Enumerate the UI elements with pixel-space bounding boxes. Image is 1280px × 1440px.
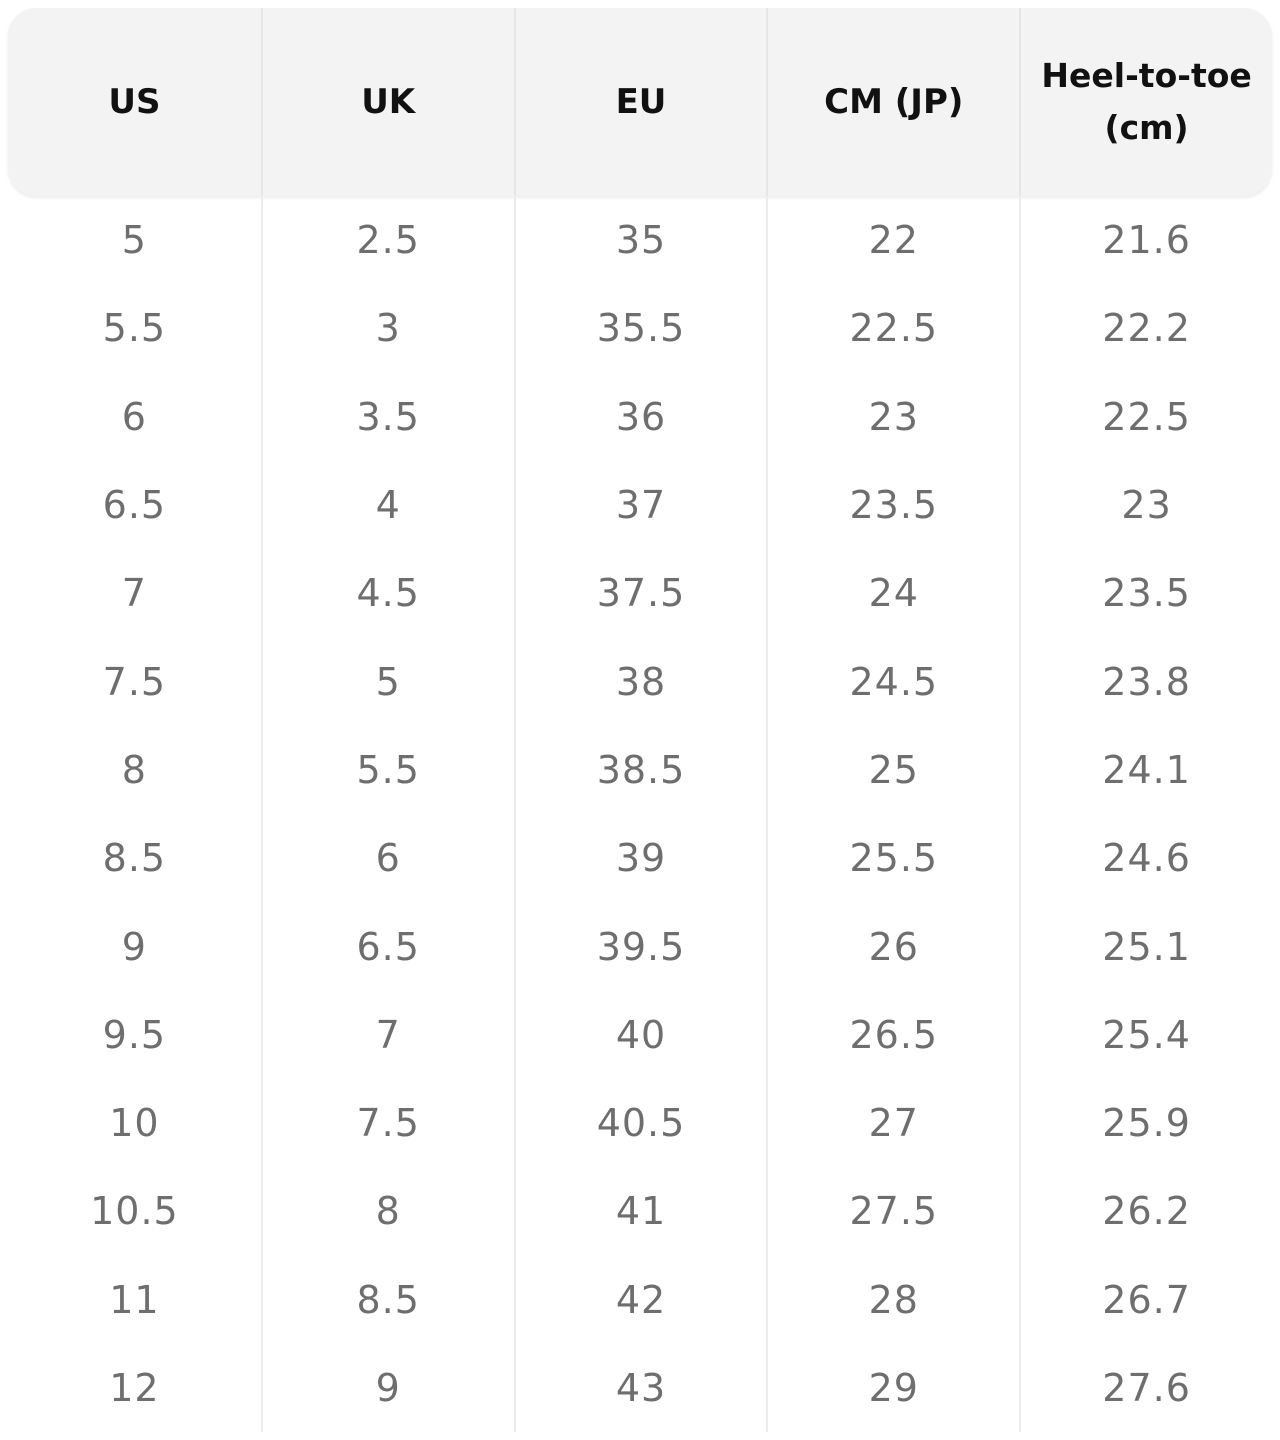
cell-uk: 4.5 — [260, 549, 514, 638]
cell-us: 5 — [121, 218, 147, 263]
cell-uk: 5 — [260, 637, 514, 726]
table-row: 12 9 43 29 27.6 — [8, 1343, 1272, 1433]
cell-cm-jp: 24 — [766, 549, 1019, 638]
table-row: 6 3.5 36 23 22.5 — [8, 372, 1272, 461]
cell-cm-jp: 26.5 — [766, 990, 1019, 1079]
cell-eu: 35 — [513, 196, 767, 285]
cell-eu: 38.5 — [513, 725, 767, 815]
cell-us: 8.5 — [102, 836, 167, 881]
cell-uk: 4 — [260, 460, 514, 550]
cell-uk: 5.5 — [260, 725, 514, 815]
cell-cm-jp: 26 — [766, 902, 1019, 991]
cell-uk: 7 — [260, 990, 514, 1079]
cell-cm-jp: 23.5 — [766, 460, 1019, 550]
table-header-row: US UK EU CM (JP) Heel-to-toe (cm) — [8, 8, 1272, 196]
cell-uk: 3 — [260, 284, 514, 373]
size-chart-table: US UK EU CM (JP) Heel-to-toe (cm) 5 2.5 35… — [8, 8, 1272, 1433]
cell-uk: 6 — [260, 814, 514, 903]
cell-eu: 41 — [513, 1167, 767, 1256]
cell-eu: 38 — [513, 637, 767, 726]
cell-eu: 37 — [513, 460, 767, 550]
cell-uk: 9 — [260, 1343, 514, 1433]
cell-eu: 43 — [513, 1343, 767, 1433]
cell-cm-jp: 28 — [766, 1255, 1019, 1344]
cell-eu: 39 — [513, 814, 767, 903]
cell-uk: 8 — [260, 1167, 514, 1256]
cell-heel-to-toe: 25.1 — [1019, 902, 1272, 991]
cell-heel-to-toe: 21.6 — [1019, 196, 1272, 285]
cell-cm-jp: 27 — [766, 1078, 1019, 1168]
table-row: 6.5 4 37 23.5 23 — [8, 460, 1272, 550]
cell-us: 8 — [121, 747, 147, 792]
table-row: 7 4.5 37.5 24 23.5 — [8, 549, 1272, 638]
table-row: 9.5 7 40 26.5 25.4 — [8, 990, 1272, 1079]
table-row: 8.5 6 39 25.5 24.6 — [8, 814, 1272, 903]
table-row: 9 6.5 39.5 26 25.1 — [8, 902, 1272, 991]
cell-us: 10 — [109, 1101, 160, 1146]
cell-eu: 40 — [513, 990, 767, 1079]
table-row: 10 7.5 40.5 27 25.9 — [8, 1078, 1272, 1168]
cell-heel-to-toe: 23 — [1019, 460, 1272, 550]
cell-us: 7.5 — [102, 659, 167, 704]
table-row: 5.5 3 35.5 22.5 22.2 — [8, 284, 1272, 373]
table-body: 5 2.5 35 22 21.6 5.5 3 35.5 22.5 22.2 6 3.5 36 23 22.5… — [8, 196, 1272, 1433]
cell-heel-to-toe: 24.6 — [1019, 814, 1272, 903]
cell-heel-to-toe: 22.5 — [1019, 372, 1272, 461]
table-row: 11 8.5 42 28 26.7 — [8, 1255, 1272, 1344]
cell-eu: 39.5 — [513, 902, 767, 991]
header-uk: UK — [260, 8, 514, 196]
cell-heel-to-toe: 23.5 — [1019, 549, 1272, 638]
table-row: 7.5 5 38 24.5 23.8 — [8, 637, 1272, 726]
cell-eu: 40.5 — [513, 1078, 767, 1168]
cell-cm-jp: 27.5 — [766, 1167, 1019, 1256]
cell-us: 9.5 — [102, 1012, 167, 1057]
cell-cm-jp: 22.5 — [766, 284, 1019, 373]
cell-cm-jp: 24.5 — [766, 637, 1019, 726]
cell-heel-to-toe: 26.7 — [1019, 1255, 1272, 1344]
cell-heel-to-toe: 25.9 — [1019, 1078, 1272, 1168]
table-row: 10.5 8 41 27.5 26.2 — [8, 1167, 1272, 1256]
cell-cm-jp: 25 — [766, 725, 1019, 815]
cell-uk: 2.5 — [260, 196, 514, 285]
cell-eu: 42 — [513, 1255, 767, 1344]
header-eu: EU — [513, 8, 767, 196]
cell-cm-jp: 22 — [766, 196, 1019, 285]
cell-us: 5.5 — [102, 306, 167, 351]
cell-us: 7 — [121, 571, 147, 616]
cell-eu: 36 — [513, 372, 767, 461]
cell-eu: 37.5 — [513, 549, 767, 638]
cell-cm-jp: 25.5 — [766, 814, 1019, 903]
cell-uk: 6.5 — [260, 902, 514, 991]
header-cm-jp: CM (JP) — [766, 8, 1019, 196]
table-row: 8 5.5 38.5 25 24.1 — [8, 725, 1272, 815]
table-row: 5 2.5 35 22 21.6 — [8, 196, 1272, 285]
cell-us: 10.5 — [90, 1189, 179, 1234]
cell-us: 6.5 — [102, 483, 167, 528]
cell-us: 6 — [121, 394, 147, 439]
cell-cm-jp: 23 — [766, 372, 1019, 461]
cell-uk: 8.5 — [260, 1255, 514, 1344]
cell-heel-to-toe: 23.8 — [1019, 637, 1272, 726]
cell-us: 9 — [121, 924, 147, 969]
cell-cm-jp: 29 — [766, 1343, 1019, 1433]
cell-heel-to-toe: 24.1 — [1019, 725, 1272, 815]
cell-heel-to-toe: 26.2 — [1019, 1167, 1272, 1256]
cell-heel-to-toe: 25.4 — [1019, 990, 1272, 1079]
header-heel-to-toe: Heel-to-toe (cm) — [1019, 8, 1272, 196]
cell-eu: 35.5 — [513, 284, 767, 373]
cell-uk: 7.5 — [260, 1078, 514, 1168]
cell-heel-to-toe: 27.6 — [1019, 1343, 1272, 1433]
cell-us: 11 — [109, 1277, 160, 1322]
cell-uk: 3.5 — [260, 372, 514, 461]
cell-us: 12 — [109, 1366, 160, 1410]
cell-heel-to-toe: 22.2 — [1019, 284, 1272, 373]
header-us: US — [108, 82, 161, 122]
